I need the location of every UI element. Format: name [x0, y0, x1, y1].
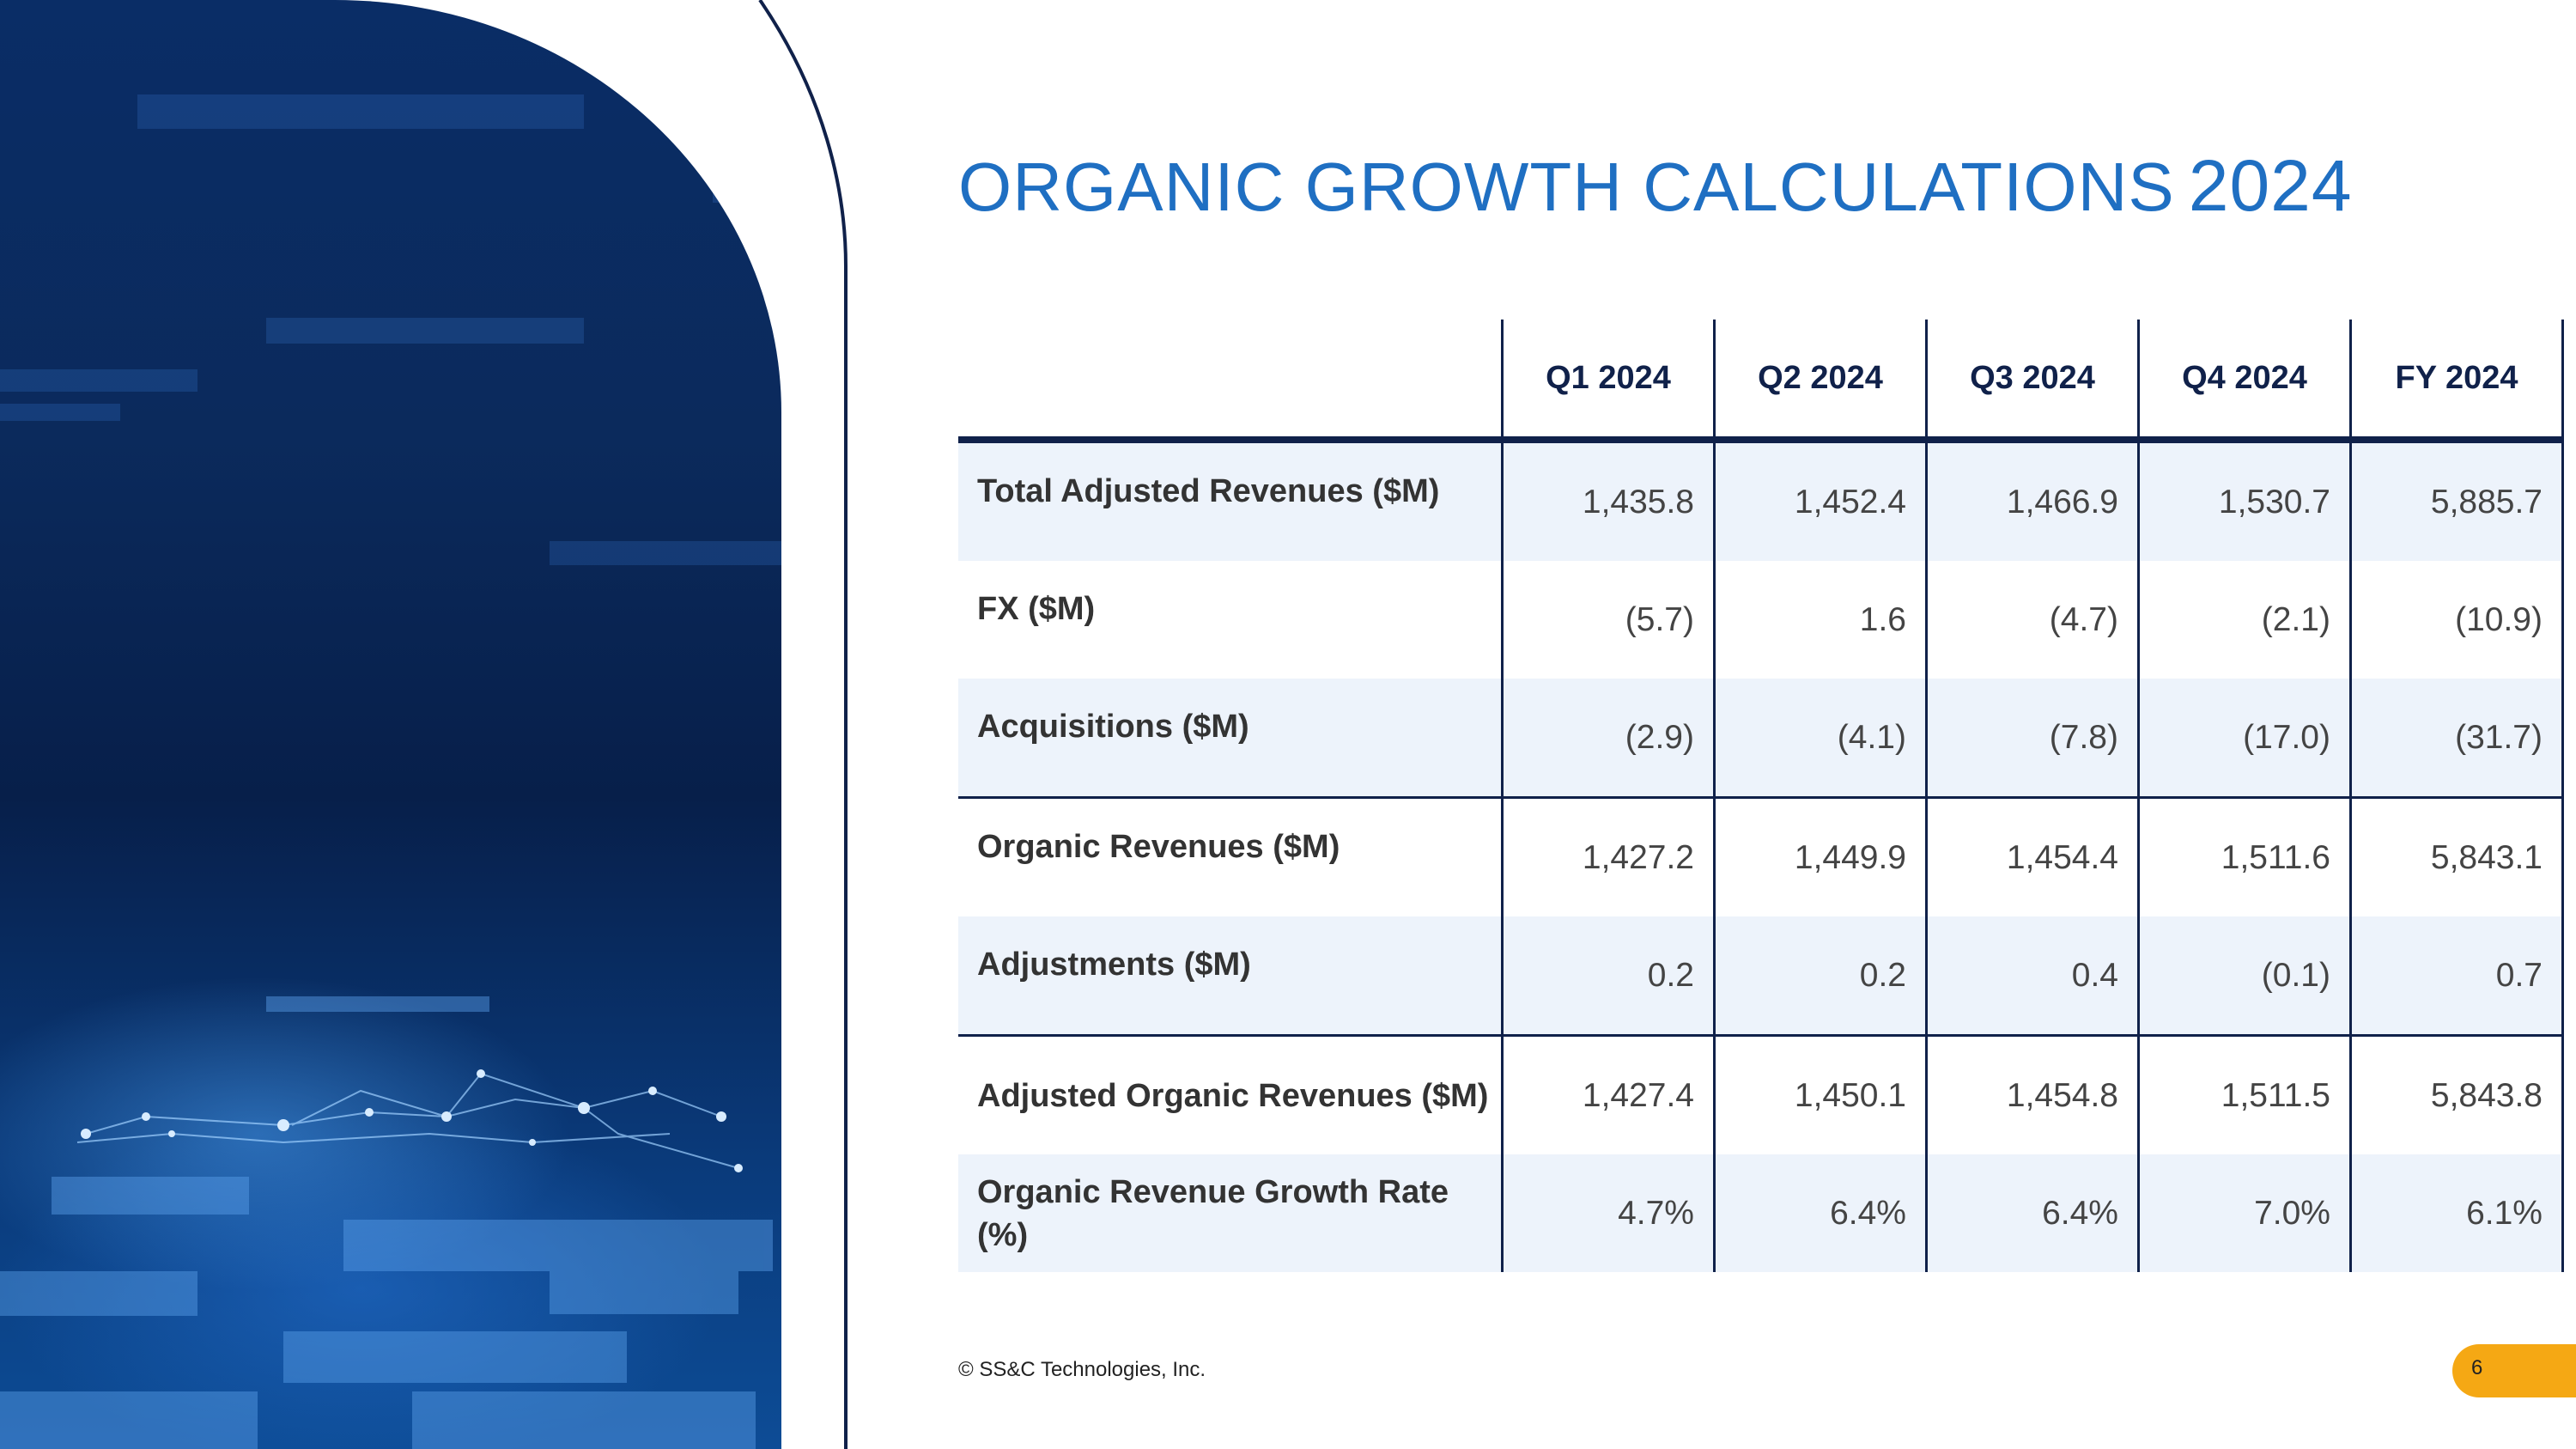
table-cell: 1,454.4 [1925, 796, 2139, 916]
table-cell: 6.4% [1925, 1154, 2139, 1272]
table-cell: 1,449.9 [1713, 796, 1927, 916]
table-cell: 5,843.1 [2349, 796, 2564, 916]
table-cell: (4.1) [1713, 679, 1927, 798]
circuit-graphic [0, 94, 781, 1449]
table-row: Adjusted Organic Revenues ($M) 1,427.4 1… [958, 1034, 2564, 1154]
decorative-tech-image [0, 0, 781, 1449]
row-label: Adjusted Organic Revenues ($M) [958, 1034, 1503, 1154]
table-cell: (7.8) [1925, 679, 2139, 798]
title-year: 2024 [2188, 145, 2353, 226]
table-row: Adjustments ($M) 0.2 0.2 0.4 (0.1) 0.7 [958, 916, 2564, 1036]
table-cell: 1,466.9 [1925, 440, 2139, 561]
table-cell: 1,511.6 [2137, 796, 2351, 916]
table-header-row: Q1 2024 Q2 2024 Q3 2024 Q4 2024 FY 2024 [958, 320, 2564, 443]
table-cell: 4.7% [1501, 1154, 1715, 1272]
table-row: FX ($M) (5.7) 1.6 (4.7) (2.1) (10.9) [958, 561, 2564, 679]
column-header: Q2 2024 [1713, 320, 1927, 443]
table-cell: 1,435.8 [1501, 440, 1715, 561]
organic-growth-table: Q1 2024 Q2 2024 Q3 2024 Q4 2024 FY 2024 … [958, 320, 2564, 1272]
row-label: Acquisitions ($M) [958, 679, 1503, 798]
table-cell: (2.9) [1501, 679, 1715, 798]
table-cell: 1,454.8 [1925, 1034, 2139, 1154]
table-cell: (2.1) [2137, 561, 2351, 679]
table-row: Acquisitions ($M) (2.9) (4.1) (7.8) (17.… [958, 679, 2564, 798]
page-number: 6 [2471, 1356, 2483, 1379]
row-label: Adjustments ($M) [958, 916, 1503, 1036]
column-header: Q1 2024 [1501, 320, 1715, 443]
table-cell: 0.4 [1925, 916, 2139, 1036]
table-row: Organic Revenue Growth Rate (%) 4.7% 6.4… [958, 1154, 2564, 1272]
header-blank [958, 320, 1503, 443]
row-label: Total Adjusted Revenues ($M) [958, 440, 1503, 561]
table-cell: 1,427.2 [1501, 796, 1715, 916]
column-header: Q4 2024 [2137, 320, 2351, 443]
table-cell: 0.7 [2349, 916, 2564, 1036]
page-number-badge [2452, 1344, 2576, 1397]
table-cell: 5,843.8 [2349, 1034, 2564, 1154]
table-cell: 5,885.7 [2349, 440, 2564, 561]
row-label: Organic Revenues ($M) [958, 796, 1503, 916]
table-cell: 1,450.1 [1713, 1034, 1927, 1154]
table-cell: 1,427.4 [1501, 1034, 1715, 1154]
column-header: FY 2024 [2349, 320, 2564, 443]
table-cell: (17.0) [2137, 679, 2351, 798]
table-cell: 7.0% [2137, 1154, 2351, 1272]
slide-title: ORGANIC GROWTH CALCULATIONS 2024 [958, 144, 2353, 228]
table-row: Total Adjusted Revenues ($M) 1,435.8 1,4… [958, 440, 2564, 561]
table-cell: 0.2 [1713, 916, 1927, 1036]
row-label: Organic Revenue Growth Rate (%) [958, 1154, 1503, 1272]
table-cell: (31.7) [2349, 679, 2564, 798]
curved-divider-line [758, 0, 848, 1449]
table-cell: 6.4% [1713, 1154, 1927, 1272]
table-cell: 1,452.4 [1713, 440, 1927, 561]
table-cell: 1,511.5 [2137, 1034, 2351, 1154]
copyright-footer: © SS&C Technologies, Inc. [958, 1358, 1206, 1381]
table-cell: (4.7) [1925, 561, 2139, 679]
table-cell: 0.2 [1501, 916, 1715, 1036]
row-label: FX ($M) [977, 590, 1096, 627]
table-cell: (10.9) [2349, 561, 2564, 679]
table-cell: 1.6 [1713, 561, 1927, 679]
column-header: Q3 2024 [1925, 320, 2139, 443]
table-cell: (0.1) [2137, 916, 2351, 1036]
table-row: Organic Revenues ($M) 1,427.2 1,449.9 1,… [958, 796, 2564, 916]
table-cell: (5.7) [1501, 561, 1715, 679]
table-cell: 1,530.7 [2137, 440, 2351, 561]
title-text: ORGANIC GROWTH CALCULATIONS [958, 149, 2175, 225]
table-cell: 6.1% [2349, 1154, 2564, 1272]
